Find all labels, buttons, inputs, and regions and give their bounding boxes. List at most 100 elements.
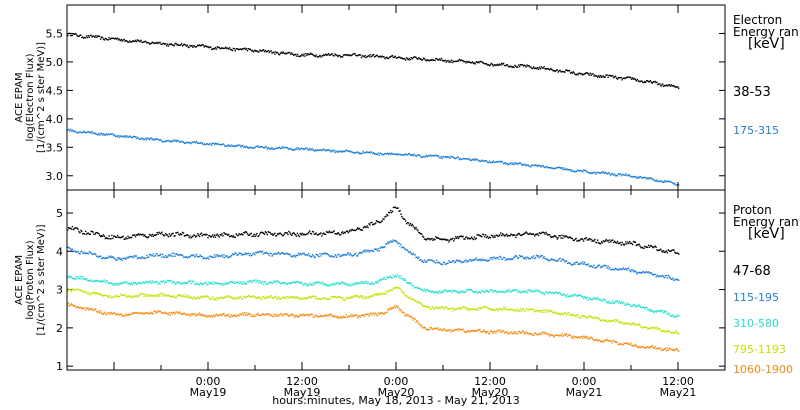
data-point	[346, 297, 348, 299]
data-point	[536, 165, 539, 167]
data-point	[179, 234, 181, 236]
data-point	[636, 324, 638, 326]
data-point	[310, 284, 313, 286]
data-point	[150, 254, 153, 257]
data-point	[526, 332, 528, 334]
data-point	[515, 255, 517, 257]
data-point	[600, 265, 603, 268]
data-point	[547, 333, 549, 336]
data-point	[404, 58, 406, 60]
data-point	[615, 319, 618, 321]
data-point	[583, 169, 586, 171]
data-point	[387, 152, 389, 154]
data-point	[566, 168, 568, 170]
data-point	[614, 267, 617, 270]
data-point	[231, 298, 234, 300]
data-point	[476, 61, 478, 64]
data-point	[109, 313, 111, 316]
data-point	[595, 339, 597, 341]
data-point	[522, 290, 525, 293]
data-point	[84, 291, 87, 293]
data-point	[128, 256, 130, 258]
data-point	[421, 260, 424, 262]
data-point	[606, 240, 608, 242]
data-point	[632, 271, 635, 273]
data-point	[640, 176, 642, 178]
data-point	[277, 315, 280, 317]
data-point	[234, 145, 236, 147]
data-point	[168, 253, 171, 256]
data-point	[331, 53, 333, 55]
data-point	[201, 283, 203, 286]
data-point	[671, 348, 673, 351]
data-point	[309, 149, 312, 151]
data-point	[635, 271, 637, 274]
data-point	[646, 328, 649, 331]
data-point	[516, 162, 518, 164]
data-point	[468, 330, 470, 333]
data-point	[381, 246, 383, 249]
data-point	[182, 232, 185, 234]
data-point	[678, 184, 680, 186]
data-point	[517, 163, 519, 165]
data-point	[594, 267, 596, 269]
data-point	[648, 246, 651, 248]
data-point	[287, 233, 289, 236]
data-point	[93, 292, 95, 294]
data-point	[404, 293, 406, 296]
data-point	[525, 307, 527, 310]
data-point	[331, 231, 333, 234]
data-point	[513, 289, 515, 291]
data-point	[331, 283, 333, 285]
data-point	[594, 172, 596, 174]
data-point	[239, 144, 241, 147]
data-point	[409, 296, 412, 299]
data-point	[644, 307, 646, 310]
data-point	[401, 290, 403, 293]
data-point	[232, 254, 235, 256]
data-point	[194, 297, 196, 299]
data-point	[510, 162, 512, 164]
data-point	[377, 247, 380, 250]
data-point	[87, 309, 90, 311]
data-point	[627, 322, 629, 324]
data-point	[198, 255, 201, 258]
data-point	[561, 312, 563, 314]
data-point	[292, 297, 295, 299]
data-point	[499, 160, 501, 162]
data-point	[287, 282, 289, 285]
data-point	[207, 237, 209, 239]
data-point	[656, 179, 658, 181]
data-point	[578, 336, 580, 338]
data-point	[146, 281, 148, 283]
data-point	[356, 151, 358, 154]
data-point	[502, 307, 505, 309]
data-point	[88, 291, 91, 293]
data-point	[388, 57, 390, 60]
data-point	[159, 232, 161, 234]
data-point	[397, 207, 399, 209]
data-point	[335, 255, 337, 257]
data-point	[574, 293, 576, 295]
data-point	[424, 305, 427, 307]
data-point	[510, 291, 512, 293]
data-point	[643, 176, 645, 178]
data-point	[587, 263, 589, 265]
data-point	[547, 310, 549, 313]
data-point	[647, 271, 650, 273]
data-point	[549, 234, 551, 236]
data-point	[440, 238, 443, 240]
data-point	[196, 253, 198, 256]
data-point	[505, 64, 508, 66]
data-point	[574, 73, 576, 75]
data-point	[487, 307, 490, 309]
data-point	[427, 155, 429, 157]
data-point	[666, 181, 669, 183]
data-point	[587, 337, 589, 340]
data-point	[165, 294, 168, 297]
data-point	[367, 226, 369, 229]
data-point	[633, 303, 636, 306]
data-point	[580, 73, 582, 75]
data-point	[460, 291, 462, 293]
data-point	[361, 152, 364, 155]
